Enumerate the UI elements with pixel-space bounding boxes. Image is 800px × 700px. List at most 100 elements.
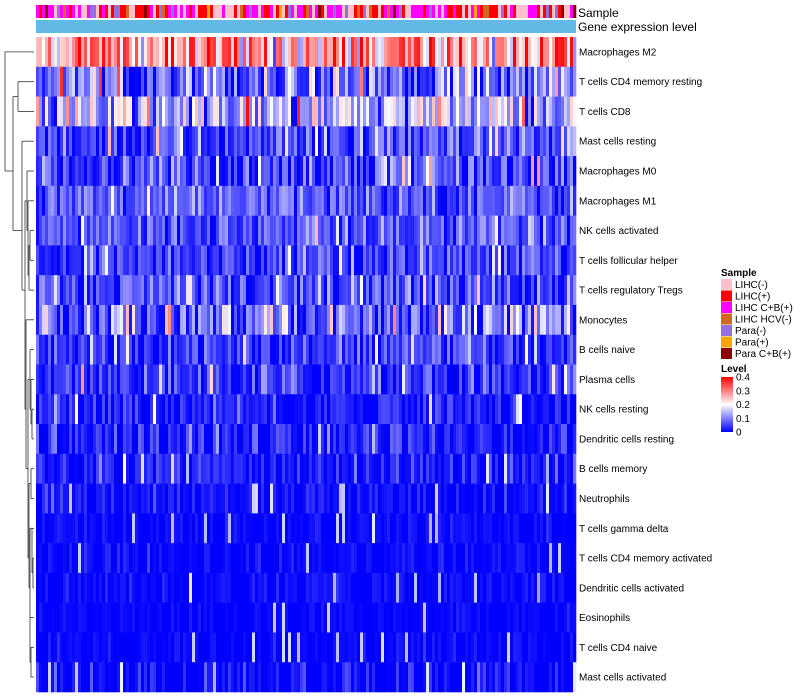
heatmap-cell bbox=[63, 126, 67, 157]
heatmap-cell bbox=[96, 66, 100, 97]
sample-annotation-cell bbox=[351, 5, 355, 18]
heatmap-cell bbox=[150, 66, 154, 97]
heatmap-cell bbox=[417, 543, 421, 574]
heatmap-cell bbox=[261, 185, 265, 216]
heatmap-cell bbox=[159, 37, 163, 68]
heatmap-cell bbox=[192, 96, 196, 127]
heatmap-cell bbox=[195, 453, 199, 484]
heatmap-cell bbox=[348, 37, 352, 68]
heatmap-cell bbox=[87, 632, 91, 663]
row-label: NK cells activated bbox=[579, 226, 658, 237]
heatmap-cell bbox=[243, 364, 247, 395]
heatmap-cell bbox=[462, 96, 466, 127]
heatmap-cell bbox=[135, 304, 139, 336]
heatmap-cell bbox=[213, 632, 217, 663]
heatmap-cell bbox=[525, 453, 529, 484]
heatmap-cell bbox=[354, 96, 358, 127]
heatmap-cell bbox=[120, 662, 124, 693]
heatmap-cell bbox=[480, 126, 484, 157]
heatmap-cell bbox=[372, 364, 376, 395]
heatmap-cell bbox=[39, 453, 43, 484]
heatmap-cell bbox=[126, 394, 130, 425]
heatmap-cell bbox=[246, 662, 250, 693]
heatmap-cell bbox=[309, 334, 313, 365]
heatmap-cell bbox=[36, 483, 40, 514]
heatmap-cell bbox=[396, 96, 400, 127]
heatmap-cell bbox=[342, 126, 346, 157]
heatmap-row bbox=[36, 424, 577, 455]
heatmap-cell bbox=[438, 602, 442, 633]
heatmap-cell bbox=[111, 632, 115, 663]
heatmap-cell bbox=[36, 572, 40, 603]
heatmap-cell bbox=[537, 364, 541, 395]
heatmap-cell bbox=[186, 215, 190, 246]
heatmap-cell bbox=[126, 304, 130, 336]
heatmap-cell bbox=[366, 275, 370, 306]
heatmap-cell bbox=[60, 394, 64, 425]
heatmap-cell bbox=[87, 126, 91, 157]
heatmap-cell bbox=[111, 453, 115, 484]
heatmap-cell bbox=[282, 602, 286, 633]
heatmap-cell bbox=[384, 543, 388, 574]
heatmap-cell bbox=[315, 424, 319, 455]
heatmap-cell bbox=[432, 275, 436, 306]
heatmap-cell bbox=[486, 572, 490, 603]
heatmap-cell bbox=[69, 572, 73, 603]
heatmap-cell bbox=[162, 215, 166, 246]
heatmap-cell bbox=[324, 602, 328, 633]
heatmap-cell bbox=[393, 245, 397, 276]
heatmap-cell bbox=[204, 394, 208, 425]
heatmap-cell bbox=[51, 304, 55, 336]
heatmap-cell bbox=[354, 37, 358, 68]
heatmap-cell bbox=[180, 275, 184, 306]
heatmap-cell bbox=[273, 275, 277, 306]
heatmap-cell bbox=[192, 275, 196, 306]
legend-sample-swatch bbox=[721, 279, 732, 290]
heatmap-cell bbox=[513, 543, 517, 574]
heatmap-cell bbox=[279, 156, 283, 187]
heatmap-cell bbox=[171, 275, 175, 306]
heatmap-cell bbox=[570, 66, 574, 97]
heatmap-cell bbox=[447, 424, 451, 455]
heatmap-cell bbox=[456, 126, 460, 157]
heatmap-cell bbox=[192, 572, 196, 603]
heatmap-cell bbox=[420, 572, 424, 603]
heatmap-cell bbox=[447, 215, 451, 246]
heatmap-cell bbox=[300, 245, 304, 276]
heatmap-cell bbox=[510, 453, 514, 484]
heatmap-cell bbox=[72, 334, 76, 365]
heatmap-cell bbox=[84, 453, 88, 484]
heatmap-cell bbox=[522, 185, 526, 216]
heatmap-cell bbox=[369, 304, 373, 336]
heatmap-cell bbox=[354, 662, 358, 693]
row-label: Mast cells resting bbox=[579, 137, 656, 148]
heatmap-cell bbox=[543, 245, 547, 276]
heatmap-cell bbox=[558, 275, 562, 306]
heatmap-cell bbox=[111, 364, 115, 395]
heatmap-cell bbox=[258, 572, 262, 603]
heatmap-cell bbox=[408, 245, 412, 276]
heatmap-cell bbox=[45, 602, 49, 633]
heatmap-cell bbox=[201, 543, 205, 574]
heatmap-cell bbox=[168, 245, 172, 276]
heatmap-cell bbox=[291, 37, 295, 68]
heatmap-cell bbox=[549, 185, 553, 216]
heatmap-cell bbox=[318, 304, 322, 336]
heatmap-cell bbox=[489, 424, 493, 455]
heatmap-cell bbox=[231, 543, 235, 574]
heatmap-cell bbox=[192, 483, 196, 514]
sample-annotation-cell bbox=[450, 5, 454, 18]
heatmap-cell bbox=[345, 126, 349, 157]
sample-annotation-cell bbox=[213, 5, 217, 18]
heatmap-cell bbox=[462, 364, 466, 395]
heatmap-cell bbox=[252, 483, 256, 514]
heatmap-cell bbox=[435, 364, 439, 395]
heatmap-cell bbox=[429, 543, 433, 574]
heatmap-cell bbox=[282, 572, 286, 603]
heatmap-cell bbox=[219, 483, 223, 514]
sample-annotation-cell bbox=[363, 5, 367, 18]
heatmap-cell bbox=[294, 662, 298, 693]
heatmap-cell bbox=[87, 215, 91, 246]
heatmap-cell bbox=[189, 96, 193, 127]
heatmap-cell bbox=[306, 126, 310, 157]
